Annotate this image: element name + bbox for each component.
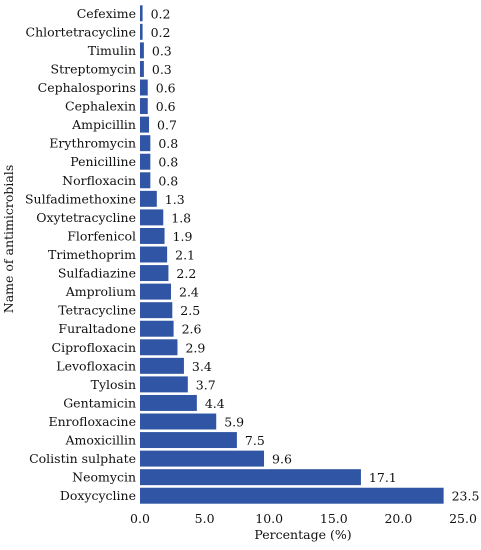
value-label: 4.4 bbox=[205, 396, 225, 411]
x-tick-label: 20.0 bbox=[384, 511, 412, 526]
x-tick-label: 15.0 bbox=[320, 511, 348, 526]
value-label: 1.9 bbox=[173, 229, 193, 244]
category-label: Furaltadone bbox=[58, 321, 136, 336]
category-label: Cephalosporins bbox=[38, 80, 136, 95]
value-label: 0.2 bbox=[151, 6, 171, 21]
category-label: Tylosin bbox=[91, 377, 136, 392]
bar-amoxicillin bbox=[140, 432, 237, 449]
value-label: 17.1 bbox=[369, 470, 397, 485]
bar-furaltadone bbox=[140, 320, 174, 337]
category-label: Streptomycin bbox=[51, 61, 136, 76]
x-tick-label: 10.0 bbox=[255, 511, 283, 526]
category-label: Cefexime bbox=[77, 6, 136, 21]
bar-colistin-sulphate bbox=[140, 450, 265, 467]
bar-streptomycin bbox=[140, 60, 144, 77]
category-labels-group: Cefexime Chlortetracycline Timulin Streptom… bbox=[25, 6, 136, 503]
value-label: 2.6 bbox=[182, 322, 202, 337]
value-label: 1.3 bbox=[165, 192, 185, 207]
value-labels-group: 0.2 0.2 0.3 0.3 0.6 0.6 0.7 0.8 0.8 0.8 1.3 1.8 1.9 2… bbox=[151, 6, 480, 503]
category-label: Neomycin bbox=[72, 470, 136, 485]
bar-chlortetracycline bbox=[140, 23, 143, 40]
bars-group bbox=[140, 5, 444, 504]
x-axis-title: Percentage (%) bbox=[254, 527, 351, 542]
category-label: Ampicillin bbox=[71, 117, 136, 132]
value-label: 0.8 bbox=[158, 136, 178, 151]
bar-cephalosporins bbox=[140, 79, 148, 96]
category-label: Amprolium bbox=[65, 284, 136, 299]
bar-norfloxacin bbox=[140, 172, 151, 189]
category-label: Chlortetracycline bbox=[26, 24, 137, 39]
bar-neomycin bbox=[140, 469, 361, 486]
y-axis-title: Name of antimicrobials bbox=[1, 165, 16, 313]
bar-levofloxacin bbox=[140, 357, 184, 374]
value-label: 9.6 bbox=[272, 452, 292, 467]
bar-sulfadiazine bbox=[140, 265, 169, 282]
category-label: Gentamicin bbox=[63, 395, 136, 410]
value-label: 0.8 bbox=[158, 173, 178, 188]
category-label: Colistin sulphate bbox=[29, 451, 136, 466]
category-label: Penicilline bbox=[70, 154, 136, 169]
category-label: Sulfadiazine bbox=[58, 266, 136, 281]
category-label: Amoxicillin bbox=[65, 433, 137, 448]
x-tick-label: 25.0 bbox=[449, 511, 477, 526]
bar-gentamicin bbox=[140, 394, 197, 411]
value-label: 0.3 bbox=[152, 62, 172, 77]
category-label: Timulin bbox=[88, 43, 136, 58]
value-label: 0.3 bbox=[152, 43, 172, 58]
category-label: Tetracycline bbox=[58, 303, 136, 318]
value-label: 0.6 bbox=[156, 99, 176, 114]
bar-florfenicol bbox=[140, 227, 165, 244]
bar-doxycycline bbox=[140, 487, 444, 504]
bar-tylosin bbox=[140, 376, 188, 393]
value-label: 0.8 bbox=[158, 155, 178, 170]
category-label: Sulfadimethoxine bbox=[25, 191, 136, 206]
value-label: 23.5 bbox=[452, 489, 480, 504]
x-ticks-group: 0.0 5.0 10.0 15.0 20.0 25.0 bbox=[130, 511, 477, 526]
category-label: Erythromycin bbox=[49, 136, 136, 151]
value-label: 0.2 bbox=[151, 25, 171, 40]
value-label: 2.9 bbox=[185, 340, 205, 355]
bar-enrofloxacine bbox=[140, 413, 217, 430]
value-label: 1.8 bbox=[171, 210, 191, 225]
category-label: Levofloxacin bbox=[56, 358, 136, 373]
bar-timulin bbox=[140, 42, 144, 59]
category-label: Enrofloxacine bbox=[49, 414, 137, 429]
category-label: Florfenicol bbox=[67, 228, 136, 243]
category-label: Oxytetracycline bbox=[36, 210, 136, 225]
category-label: Ciprofloxacin bbox=[52, 340, 136, 355]
x-tick-label: 0.0 bbox=[130, 511, 150, 526]
category-label: Norfloxacin bbox=[62, 173, 136, 188]
value-label: 2.2 bbox=[176, 266, 196, 281]
bar-oxytetracycline bbox=[140, 209, 164, 226]
bar-cefexime bbox=[140, 5, 143, 22]
bar-erythromycin bbox=[140, 135, 151, 152]
value-label: 3.4 bbox=[192, 359, 212, 374]
category-label: Trimethoprim bbox=[48, 247, 136, 262]
bar-tetracycline bbox=[140, 302, 173, 319]
value-label: 2.4 bbox=[179, 285, 199, 300]
bar-penicilline bbox=[140, 153, 151, 170]
bar-ampicillin bbox=[140, 116, 150, 133]
bar-cephalexin bbox=[140, 98, 148, 115]
x-tick-label: 5.0 bbox=[195, 511, 215, 526]
value-label: 0.7 bbox=[157, 118, 177, 133]
value-label: 3.7 bbox=[196, 377, 216, 392]
bar-ciprofloxacin bbox=[140, 339, 178, 356]
category-label: Cephalexin bbox=[65, 99, 136, 114]
bar-amprolium bbox=[140, 283, 172, 300]
bar-sulfadimethoxine bbox=[140, 190, 157, 207]
value-label: 2.1 bbox=[175, 248, 195, 263]
bar-trimethoprim bbox=[140, 246, 168, 263]
value-label: 5.9 bbox=[224, 415, 244, 430]
category-label: Doxycycline bbox=[60, 488, 136, 503]
value-label: 7.5 bbox=[245, 433, 265, 448]
value-label: 0.6 bbox=[156, 81, 176, 96]
value-label: 2.5 bbox=[180, 303, 200, 318]
